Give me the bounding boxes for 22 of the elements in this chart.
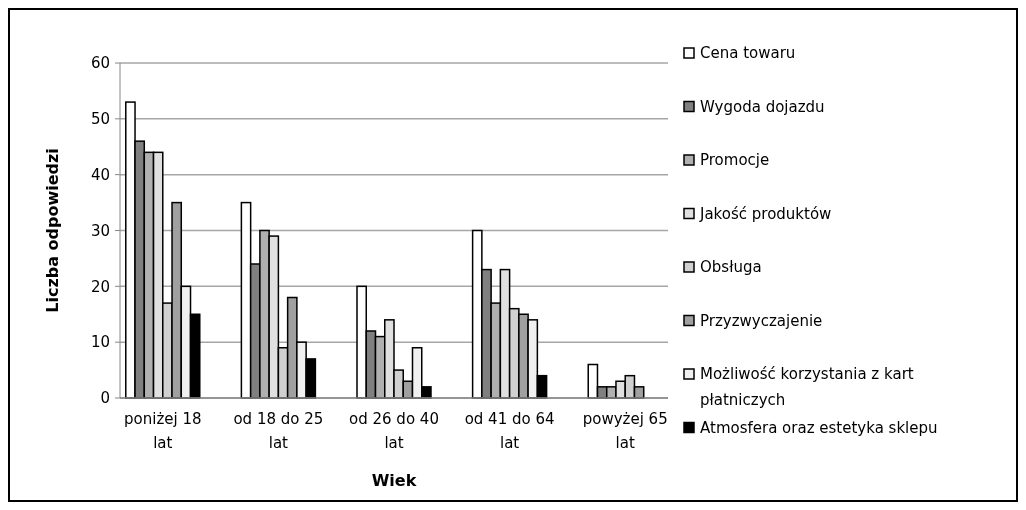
legend-label: Promocje — [700, 151, 770, 169]
x-tick-label: od 41 do 64 lat — [464, 410, 555, 452]
x-tick-label: od 26 do 40 lat — [349, 410, 439, 452]
x-tick-label: powyżej 65 lat — [582, 410, 668, 452]
legend-label: Atmosfera oraz estetyka sklepu — [700, 418, 938, 437]
x-axis-title: Wiek — [371, 471, 417, 490]
legend-label: Przyzwyczajenie — [700, 311, 823, 330]
legend-label: Możliwość korzystania z kart płatniczych — [700, 365, 914, 409]
y-tick-label: 10 — [90, 333, 110, 352]
x-tick-label: od 18 do 25 lat — [233, 410, 324, 452]
legend-label: Wygoda dojazdu — [700, 97, 825, 116]
y-axis-title: Liczba odpowiedzi — [43, 148, 62, 313]
legend-label: Jakość produktów — [699, 204, 832, 223]
y-tick-label: 50 — [90, 110, 110, 129]
y-tick-label: 0 — [100, 389, 110, 408]
y-tick-label: 30 — [90, 221, 110, 240]
y-tick-label: 40 — [90, 165, 110, 184]
y-tick-label: 20 — [90, 277, 110, 296]
y-tick-label: 60 — [90, 54, 110, 73]
legend-label: Cena towaru — [700, 44, 796, 62]
legend-label: Obsługa — [700, 258, 762, 276]
x-tick-label: poniżej 18 lat — [124, 410, 202, 452]
